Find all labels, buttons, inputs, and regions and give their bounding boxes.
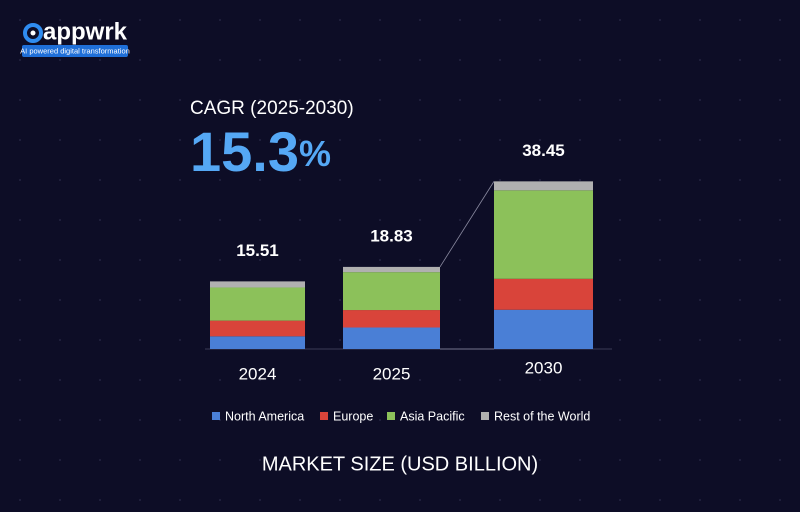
cagr-unit: % — [299, 133, 331, 174]
bar-segment — [343, 310, 440, 328]
bar-segment — [494, 278, 593, 310]
legend-label: North America — [225, 409, 304, 423]
brand-name: appwrk — [43, 18, 128, 45]
cagr-number: 15.3 — [190, 120, 299, 183]
logo-dot — [30, 30, 36, 36]
legend-swatch — [387, 412, 395, 420]
cagr-label: CAGR (2025-2030) — [190, 98, 354, 119]
bar-segment — [343, 327, 440, 349]
bar-segment — [494, 309, 593, 349]
connector — [439, 181, 495, 268]
legend-swatch — [481, 412, 489, 420]
total-label: 38.45 — [522, 141, 565, 160]
bar-segment — [343, 272, 440, 311]
bar-segment — [343, 266, 440, 273]
legend-label: Asia Pacific — [400, 409, 465, 423]
x-label: MARKET SIZE (USD BILLION) — [262, 453, 538, 475]
brand-tagline: AI powered digital transformation — [20, 46, 130, 55]
legend-swatch — [212, 412, 220, 420]
category-label: 2030 — [525, 358, 563, 377]
category-label: 2025 — [373, 364, 411, 383]
bar-segment — [210, 287, 305, 321]
legend-label: Rest of the World — [494, 409, 590, 423]
cagr-value: 15.3% — [190, 120, 331, 183]
legend-swatch — [320, 412, 328, 420]
logo-icon — [23, 23, 43, 43]
bar-segment — [494, 181, 593, 191]
legend-label: Europe — [333, 409, 373, 423]
tagline-bg — [22, 45, 128, 57]
bar-segment — [210, 281, 305, 288]
bar-segment — [210, 336, 305, 349]
total-label: 18.83 — [370, 226, 413, 245]
total-label: 15.51 — [236, 241, 279, 260]
category-label: 2024 — [239, 364, 277, 383]
bar-segment — [494, 190, 593, 279]
bar-segment — [210, 320, 305, 337]
